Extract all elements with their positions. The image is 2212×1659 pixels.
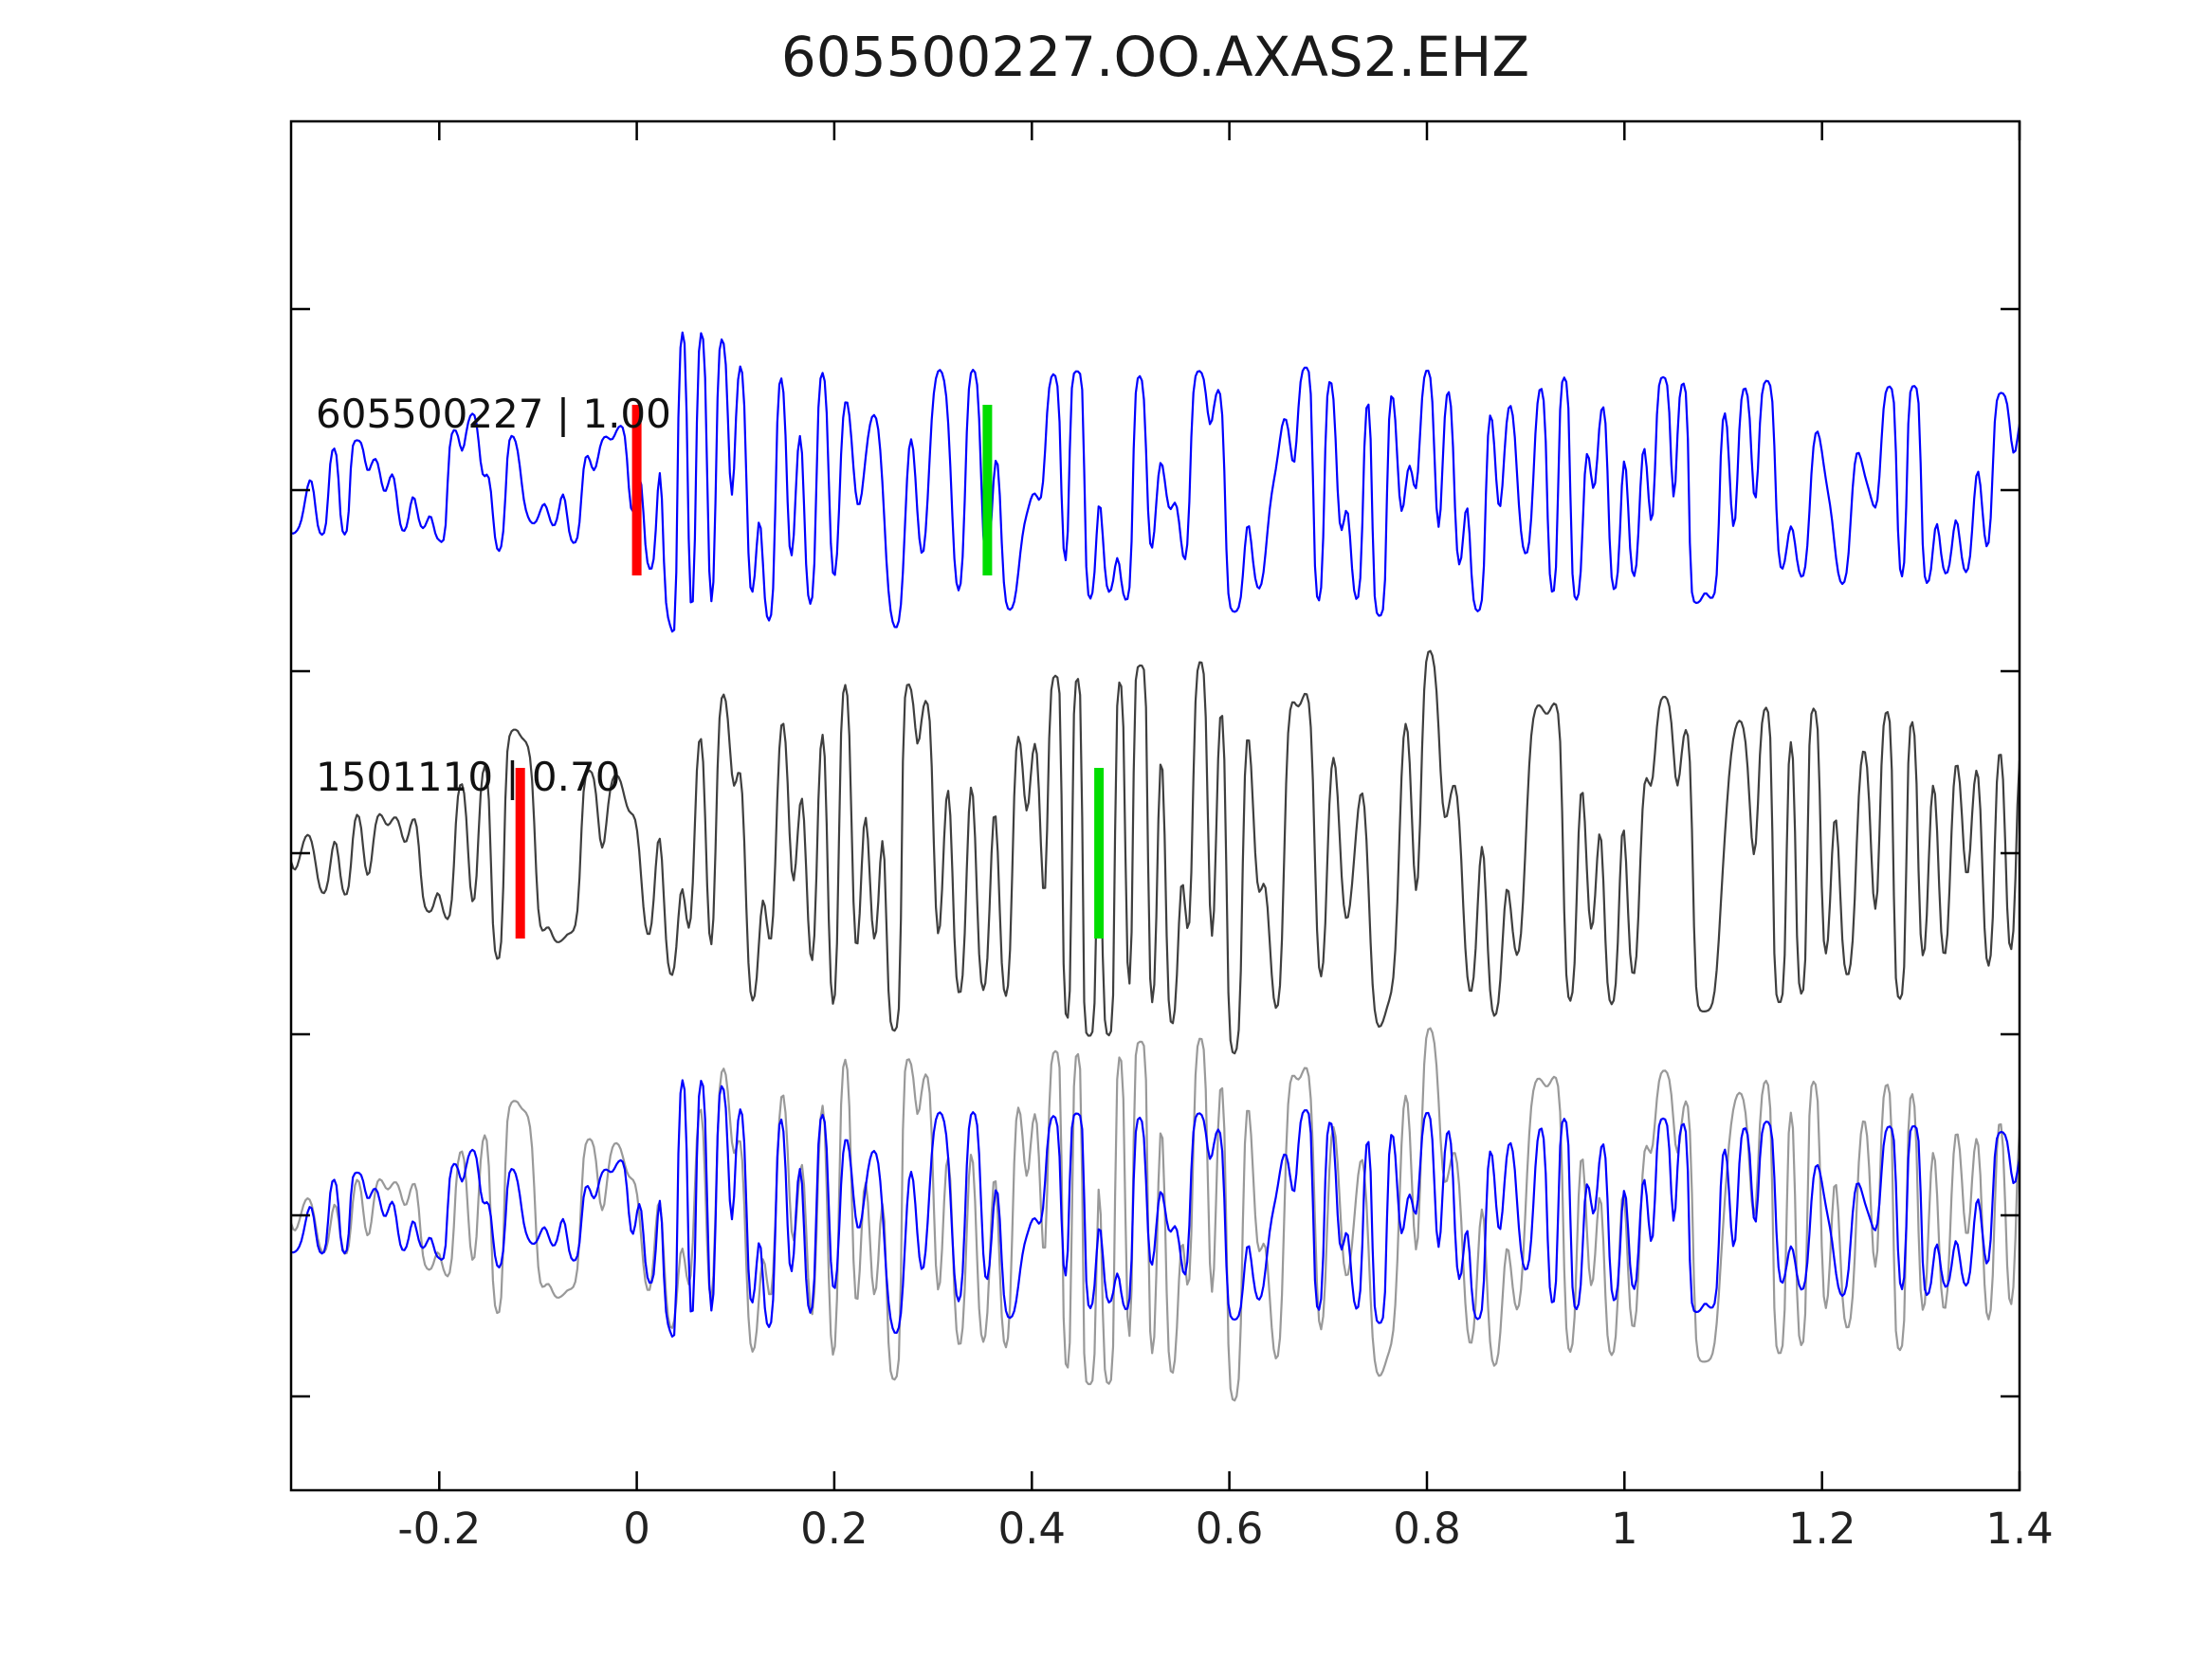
- trace-label: 605500227 | 1.00: [316, 391, 671, 437]
- figure-title: 605500227.OO.AXAS2.EHZ: [780, 25, 1530, 89]
- red-pick-marker: [515, 768, 525, 939]
- trace-label: 1501110 | 0.70: [316, 754, 620, 800]
- x-tick-label: 0: [623, 1504, 650, 1554]
- x-tick-label: 0.2: [800, 1504, 868, 1554]
- green-pick-marker: [1094, 768, 1105, 939]
- overlay-trace-template: [291, 1079, 2020, 1339]
- axes-box: [289, 119, 2021, 1492]
- x-tick-label: 0.4: [998, 1504, 1067, 1554]
- x-tick-label: 0.8: [1393, 1504, 1461, 1554]
- trace-template: [291, 331, 2020, 633]
- trace-detection: [291, 649, 2020, 1055]
- traces-group: 605500227 | 1.00 1501110 | 0.70: [291, 331, 2020, 1402]
- x-tick-label: 1: [1611, 1504, 1638, 1554]
- x-tick-label: 0.6: [1196, 1504, 1264, 1554]
- x-tick-label: -0.2: [397, 1504, 481, 1554]
- x-tick-label: 1.4: [1985, 1504, 2054, 1554]
- overlay-trace-detection: [291, 1027, 2020, 1402]
- green-pick-marker: [982, 405, 993, 575]
- red-pick-marker: [631, 405, 642, 575]
- x-tick-label: 1.2: [1788, 1504, 1856, 1554]
